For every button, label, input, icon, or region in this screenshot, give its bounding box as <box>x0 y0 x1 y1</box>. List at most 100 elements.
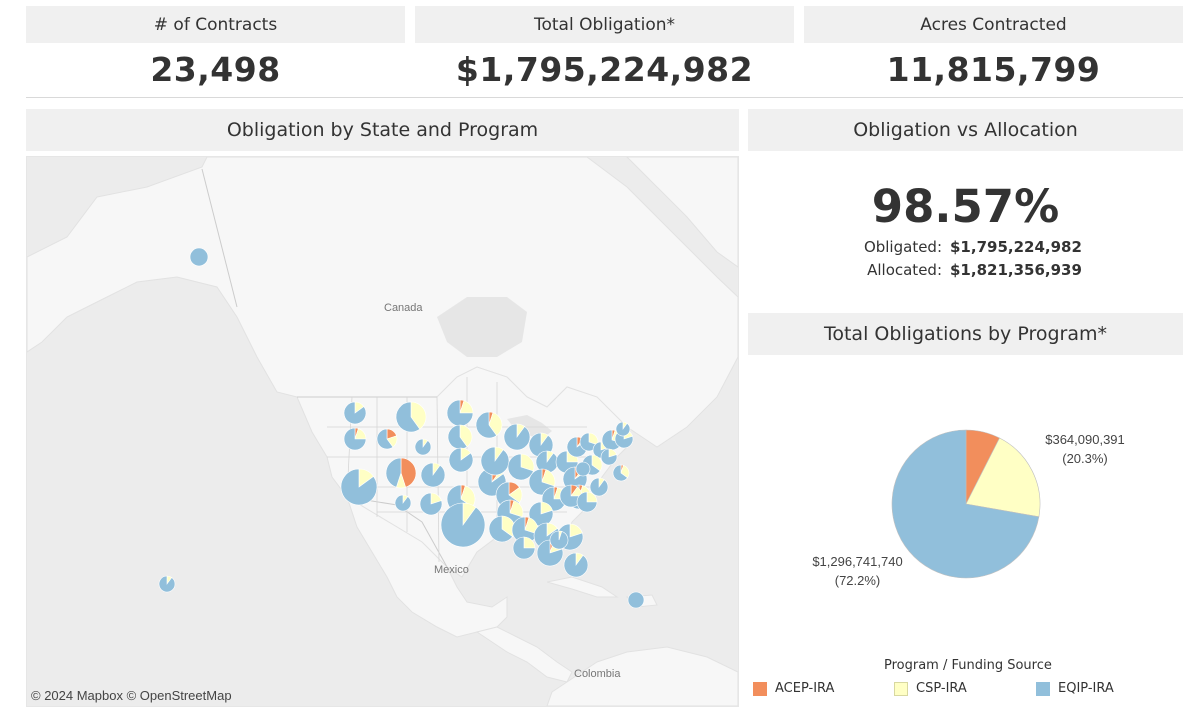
legend-item-acep[interactable]: ACEP-IRA <box>753 681 834 696</box>
state-pie-30[interactable] <box>600 448 618 466</box>
kpi-contracts-label: # of Contracts <box>26 6 405 43</box>
state-pie-49[interactable] <box>394 494 412 512</box>
state-pie-14-acep[interactable] <box>400 457 417 488</box>
state-pie-3-eqip[interactable] <box>627 591 645 609</box>
state-pie-8-eqip[interactable] <box>395 401 421 433</box>
state-pie-15[interactable] <box>420 462 446 488</box>
obligation-map[interactable]: Canada Mexico Colombia © 2024 Mapbox © O… <box>26 156 739 707</box>
map-copyright[interactable]: © 2024 Mapbox © OpenStreetMap <box>31 688 232 703</box>
state-pie-31-csp[interactable] <box>591 454 603 472</box>
obligated-row: Obligated: $1,795,224,982 <box>748 238 1183 256</box>
border-lines <box>201 168 448 568</box>
legend-title: Program / Funding Source <box>884 658 1052 673</box>
state-pie-53-eqip[interactable] <box>615 421 631 437</box>
obligation-percent: 98.57% <box>871 180 1060 233</box>
state-pie-29[interactable] <box>612 464 630 482</box>
kpi-contracts-value: 23,498 <box>150 49 281 89</box>
state-pie-9-eqip[interactable] <box>446 399 474 427</box>
state-pie-10-eqip[interactable] <box>475 411 498 439</box>
legend-item-csp[interactable]: CSP-IRA <box>894 681 967 696</box>
state-pie-38-eqip[interactable] <box>488 515 513 543</box>
state-pie-8-csp[interactable] <box>410 401 427 430</box>
state-pie-47-eqip[interactable] <box>589 477 609 497</box>
state-pie-12-csp[interactable] <box>459 424 473 448</box>
state-pie-30-eqip[interactable] <box>600 448 618 466</box>
legend-item-eqip[interactable]: EQIP-IRA <box>1036 681 1114 696</box>
allocation-section-title: Obligation vs Allocation <box>748 109 1183 151</box>
state-pie-1-eqip[interactable] <box>189 247 209 267</box>
state-pie-48-eqip[interactable] <box>419 492 443 516</box>
map-canvas[interactable]: Canada Mexico Colombia <box>27 157 738 706</box>
state-pie-54-eqip[interactable] <box>575 461 591 477</box>
state-pie-53[interactable] <box>615 421 631 437</box>
pie-slice-eqip[interactable] <box>891 429 1040 579</box>
state-pie-3[interactable] <box>627 591 645 609</box>
state-pie-42-eqip[interactable] <box>512 536 536 560</box>
state-pie-46[interactable] <box>576 491 598 513</box>
state-pie-11[interactable] <box>503 423 531 451</box>
state-pie-2-eqip[interactable] <box>158 575 176 593</box>
state-pie-10[interactable] <box>475 411 503 439</box>
state-pie-18-eqip[interactable] <box>480 446 510 476</box>
kpi-obligation-label: Total Obligation* <box>415 6 794 43</box>
legend-label-eqip: EQIP-IRA <box>1058 681 1114 696</box>
alaska-border <box>201 168 238 308</box>
state-pie-14-eqip[interactable] <box>385 457 402 488</box>
state-pie-6[interactable] <box>376 428 398 450</box>
state-pie-5-eqip[interactable] <box>343 427 367 451</box>
state-pie-38[interactable] <box>488 515 516 543</box>
state-pie-1[interactable] <box>189 247 209 267</box>
us-mexico-border <box>346 496 448 568</box>
state-pie-2[interactable] <box>158 575 176 593</box>
state-pie-38-csp[interactable] <box>501 515 516 538</box>
program-pie-chart[interactable] <box>886 424 1046 584</box>
state-pie-54[interactable] <box>575 461 591 477</box>
state-pie-29-eqip[interactable] <box>612 464 628 482</box>
state-pie-12[interactable] <box>447 424 473 450</box>
kpi-acres-label: Acres Contracted <box>804 6 1183 43</box>
state-pie-19-csp[interactable] <box>520 453 535 472</box>
state-pie-52[interactable] <box>549 530 569 550</box>
land-south-america <box>546 646 738 706</box>
state-pie-51[interactable] <box>440 502 486 548</box>
land-cuba <box>546 576 619 598</box>
state-pie-42[interactable] <box>512 536 536 560</box>
legend-label-acep: ACEP-IRA <box>775 681 835 696</box>
state-pie-50-eqip[interactable] <box>340 468 378 506</box>
state-pie-50[interactable] <box>340 468 378 506</box>
state-pie-8[interactable] <box>395 401 427 433</box>
allocated-label: Allocated: <box>867 261 942 279</box>
state-pie-49-eqip[interactable] <box>394 494 412 512</box>
state-pie-4-eqip[interactable] <box>343 401 367 425</box>
state-pie-13[interactable] <box>448 447 474 473</box>
state-pie-18[interactable] <box>480 446 510 476</box>
state-pie-7-eqip[interactable] <box>414 438 432 456</box>
state-pie-45[interactable] <box>559 484 583 508</box>
state-pie-10-csp[interactable] <box>488 412 503 436</box>
state-pie-48[interactable] <box>419 492 443 516</box>
state-pie-52-eqip[interactable] <box>549 530 569 550</box>
state-pie-47[interactable] <box>589 477 609 497</box>
state-pie-19[interactable] <box>507 453 535 481</box>
land-central-america <box>475 626 573 683</box>
state-pie-7[interactable] <box>414 438 432 456</box>
pie-label-eqip-amount: $1,296,741,740 <box>812 554 903 569</box>
pie-slice-csp[interactable] <box>965 437 1041 518</box>
state-pie-51-eqip[interactable] <box>440 502 486 548</box>
state-pie-9[interactable] <box>446 399 474 427</box>
state-pie-4[interactable] <box>343 401 367 425</box>
state-pie-43-eqip[interactable] <box>536 539 564 567</box>
land-mexico <box>346 495 508 638</box>
state-pie-13-eqip[interactable] <box>448 447 474 473</box>
state-pie-46-eqip[interactable] <box>576 491 598 513</box>
state-pie-44[interactable] <box>563 552 589 578</box>
state-pie-21[interactable] <box>535 450 559 474</box>
hudson-bay <box>437 297 527 357</box>
state-pie-14[interactable] <box>385 457 417 489</box>
state-pie-5[interactable] <box>343 427 367 451</box>
state-pie-15-eqip[interactable] <box>420 462 446 488</box>
map-label-mexico: Mexico <box>434 564 469 576</box>
state-pie-44-eqip[interactable] <box>563 552 589 578</box>
state-pie-6-eqip[interactable] <box>376 428 394 450</box>
state-pie-11-eqip[interactable] <box>503 423 531 451</box>
